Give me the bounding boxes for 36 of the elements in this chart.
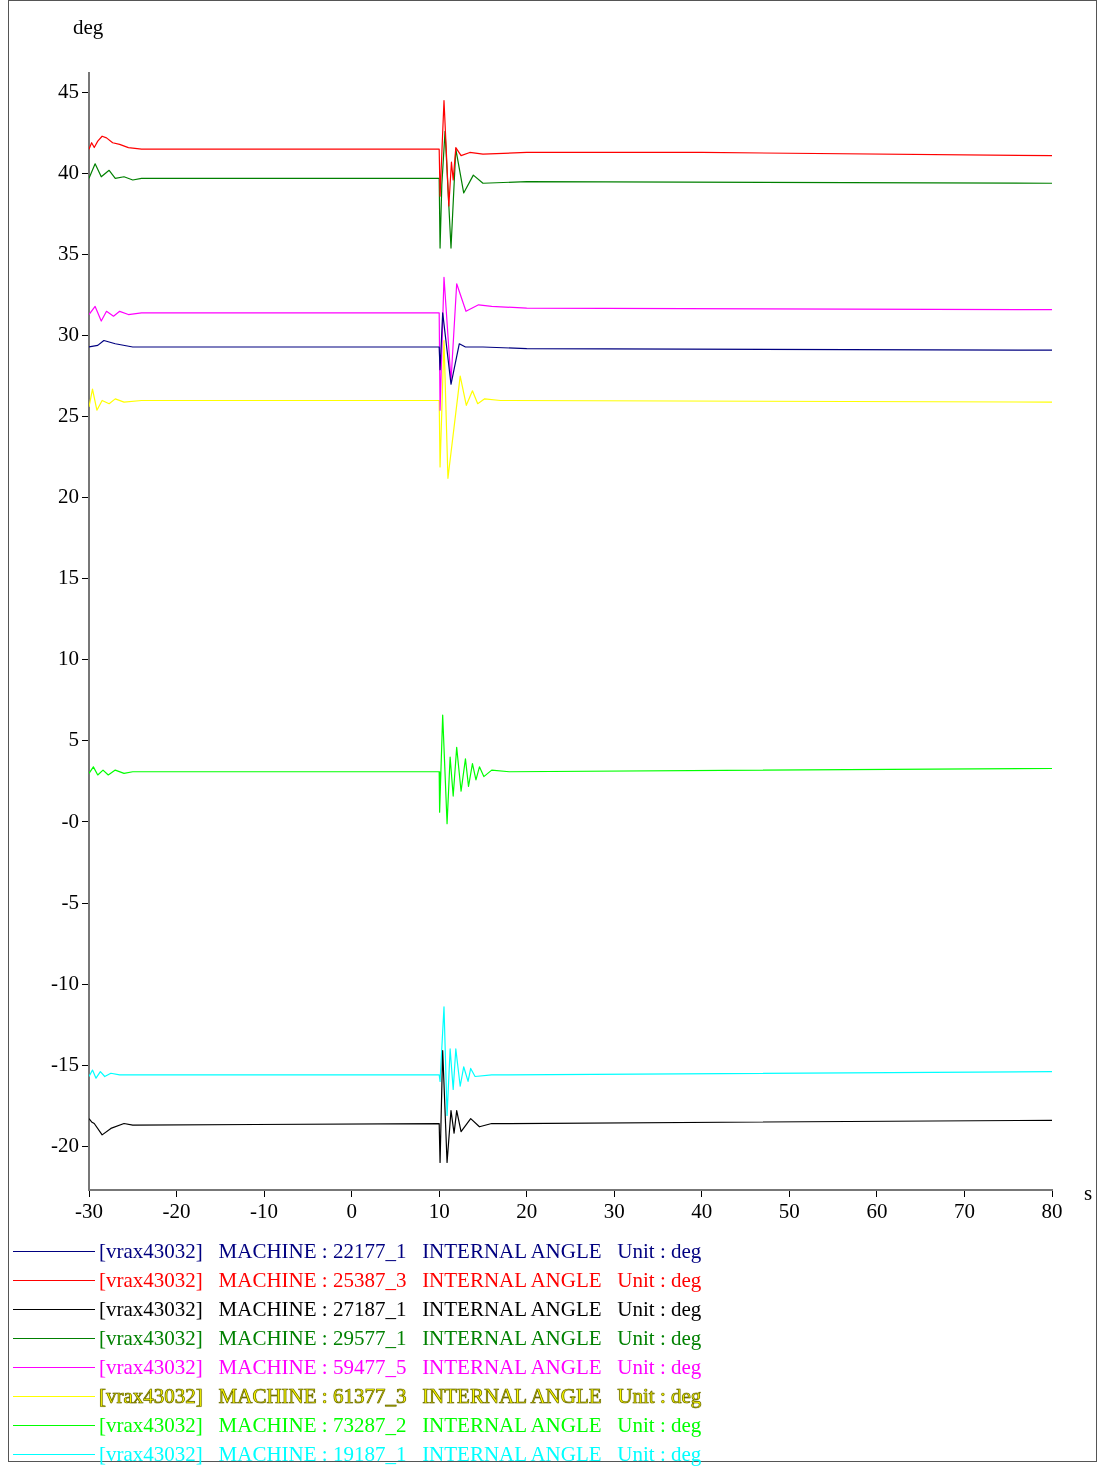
legend-label: [vrax43032] MACHINE : 29577_1 INTERNAL ANGLE Unit : deg <box>99 1326 702 1351</box>
x-tick-label: 60 <box>866 1199 888 1224</box>
y-tick-label: 45 <box>58 78 79 103</box>
y-tick-label: -0 <box>61 808 79 833</box>
y-tick-label: 5 <box>68 727 79 752</box>
y-tick-label: 20 <box>58 484 79 509</box>
y-tick-label: 15 <box>58 565 79 590</box>
y-tick-label: 10 <box>58 646 79 671</box>
y-tick-label: 25 <box>58 403 79 428</box>
x-tick-label: 40 <box>691 1199 713 1224</box>
legend-label: [vrax43032] MACHINE : 59477_5 INTERNAL ANGLE Unit : deg <box>99 1355 702 1380</box>
y-tick-label: 35 <box>58 241 79 266</box>
x-tick-label: 20 <box>516 1199 538 1224</box>
x-axis-title: s <box>1084 1181 1093 1206</box>
y-axis-title: deg <box>73 15 104 40</box>
x-tick-label: 70 <box>953 1199 975 1224</box>
legend-label: [vrax43032] MACHINE : 25387_3 INTERNAL ANGLE Unit : deg <box>99 1268 702 1293</box>
y-tick-label: -15 <box>51 1051 79 1076</box>
legend-label: [vrax43032] MACHINE : 73287_2 INTERNAL ANGLE Unit : deg <box>99 1413 702 1438</box>
x-tick-label: 80 <box>1041 1199 1063 1224</box>
x-tick-label: -10 <box>250 1199 279 1224</box>
y-tick-label: -5 <box>61 889 79 914</box>
y-tick-label: -20 <box>51 1132 79 1157</box>
x-tick-label: 0 <box>346 1199 357 1224</box>
y-tick-label: 30 <box>58 322 79 347</box>
x-tick-label: -20 <box>162 1199 191 1224</box>
legend-label: [vrax43032] MACHINE : 27187_1 INTERNAL ANGLE Unit : deg <box>99 1297 702 1322</box>
x-tick-label: 10 <box>428 1199 450 1224</box>
legend-label: [vrax43032] MACHINE : 22177_1 INTERNAL ANGLE Unit : deg <box>99 1239 702 1264</box>
legend-label: [vrax43032] MACHINE : 61377_3 INTERNAL ANGLE Unit : deg <box>99 1384 702 1409</box>
x-tick-label: -30 <box>75 1199 103 1224</box>
x-tick-label: 50 <box>778 1199 800 1224</box>
x-tick-label: 30 <box>603 1199 625 1224</box>
legend-label: [vrax43032] MACHINE : 19187_1 INTERNAL ANGLE Unit : deg <box>99 1442 702 1466</box>
y-tick-label: 40 <box>58 160 79 185</box>
y-tick-label: -10 <box>51 970 79 995</box>
